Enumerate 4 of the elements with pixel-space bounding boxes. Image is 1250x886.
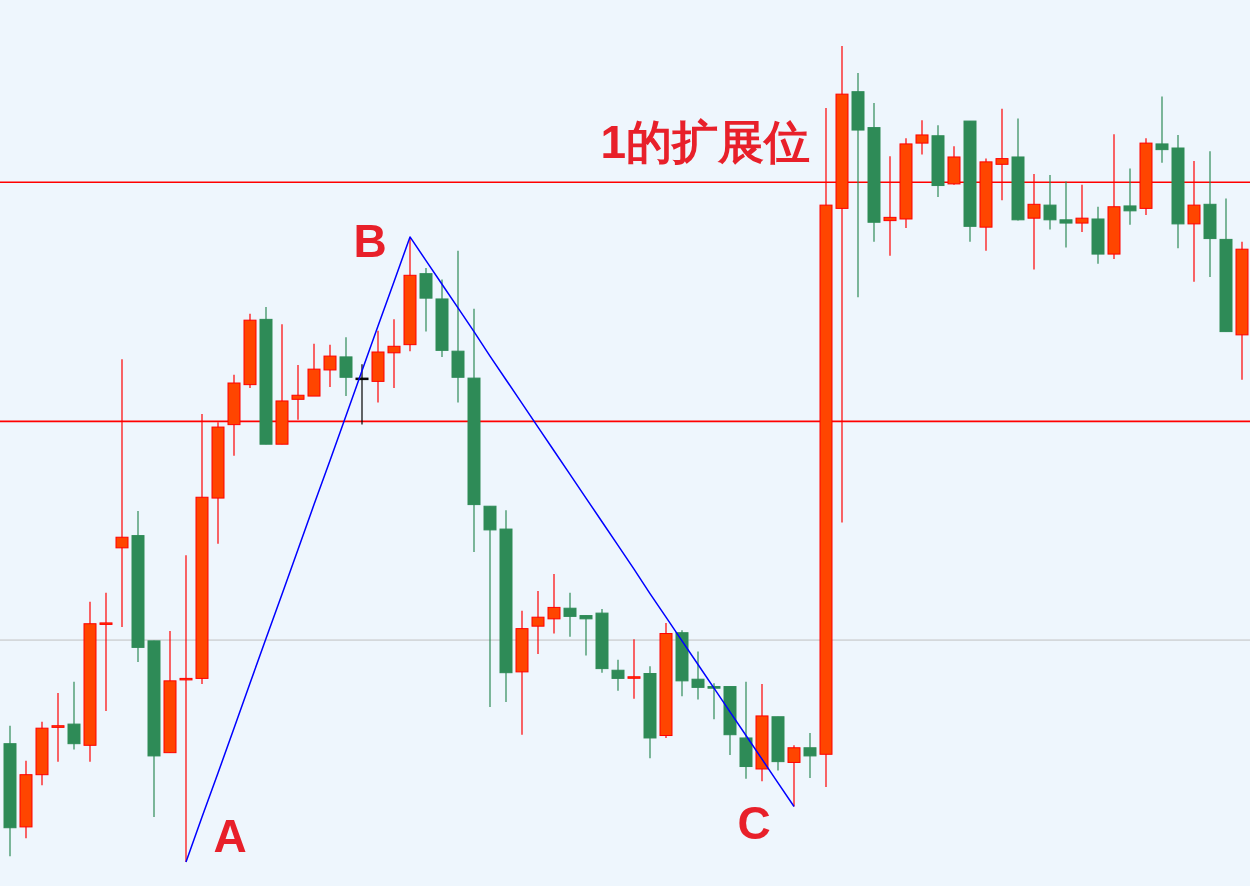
annotation: 1的扩展位 — [600, 116, 810, 169]
annotation: C — [737, 796, 771, 849]
annotation: A — [213, 810, 247, 862]
annotation: B — [353, 214, 387, 267]
